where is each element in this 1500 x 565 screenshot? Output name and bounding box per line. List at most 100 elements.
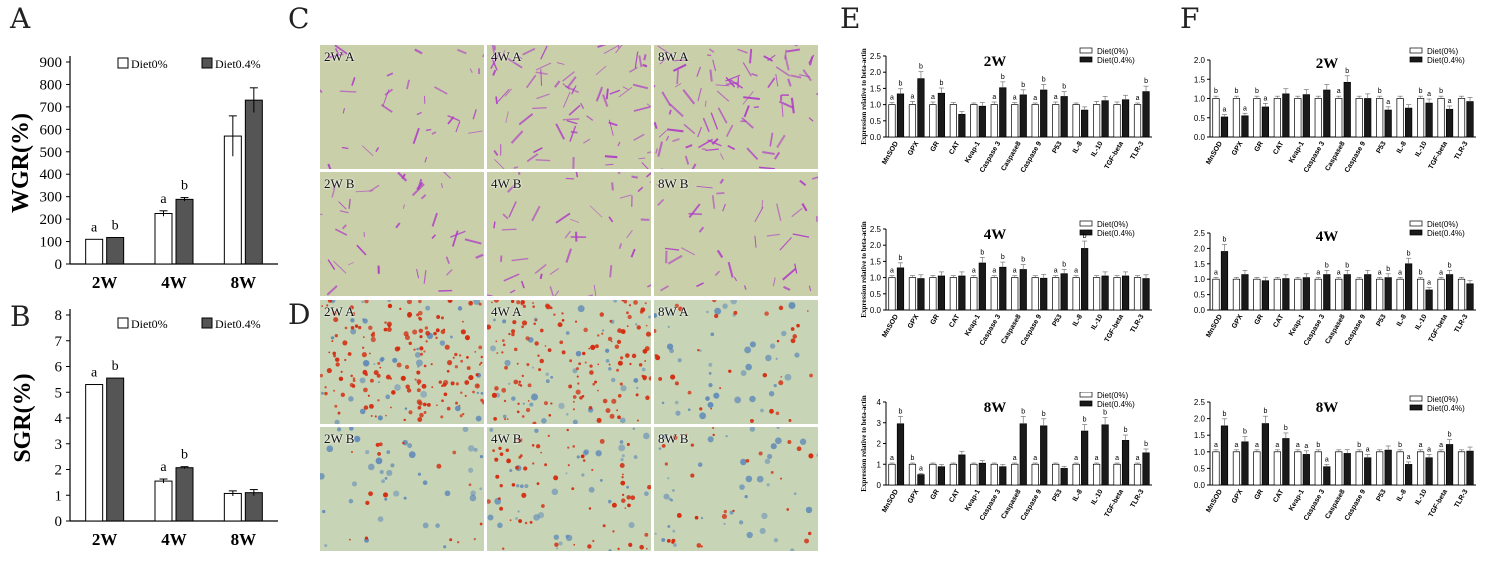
- bar: [1241, 115, 1249, 138]
- bar: [1416, 278, 1425, 311]
- bar: [1343, 81, 1351, 138]
- stain-strand: [455, 121, 461, 133]
- stain-nucleus: [365, 449, 370, 455]
- stain-nucleus: [710, 332, 715, 337]
- stain-strand: [794, 263, 798, 274]
- significance-letter: b: [1243, 429, 1247, 436]
- stain-nucleus: [581, 473, 585, 477]
- stain-nucleus: [745, 363, 752, 371]
- lipid-droplet: [594, 380, 597, 384]
- lipid-droplet: [540, 451, 542, 454]
- stain-strand: [696, 66, 702, 77]
- chart-e-8w: 0 1 2 3 4 Expression relative to beta-actin 8W…: [860, 392, 1152, 522]
- stain-strand: [509, 289, 516, 294]
- y-tick-label: 600: [40, 122, 63, 138]
- y-tick-label: 1.0: [1194, 275, 1206, 284]
- y-tick-label: 2: [877, 440, 882, 449]
- lipid-droplet: [418, 401, 423, 406]
- stain-strand: [395, 222, 401, 229]
- lipid-droplet: [758, 451, 763, 456]
- lipid-droplet: [712, 427, 715, 430]
- stain-nucleus: [322, 509, 326, 514]
- lipid-droplet: [423, 350, 426, 353]
- stain-nucleus: [408, 451, 416, 459]
- stain-nucleus: [444, 490, 451, 497]
- stain-strand: [402, 204, 405, 209]
- bar: [1376, 451, 1384, 486]
- bar: [1466, 450, 1474, 486]
- x-tick-label: IL-10: [1090, 313, 1104, 331]
- y-tick-label: 2.0: [870, 241, 882, 250]
- stain-nucleus: [377, 381, 381, 384]
- lipid-droplet: [636, 325, 641, 330]
- lipid-droplet: [588, 347, 591, 350]
- bar: [978, 105, 986, 138]
- stain-strand: [725, 76, 736, 88]
- lipid-droplet: [510, 329, 516, 334]
- stain-nucleus: [756, 475, 764, 483]
- significance-letter: a: [972, 268, 976, 275]
- lipid-droplet: [621, 493, 625, 496]
- bar: [1396, 451, 1404, 486]
- stain-strand: [772, 277, 776, 287]
- lipid-droplet: [361, 352, 367, 358]
- lipid-droplet: [499, 452, 504, 456]
- lipid-droplet: [690, 443, 695, 447]
- stain-strand: [534, 263, 547, 274]
- stain-strand: [482, 53, 484, 58]
- stain-nucleus: [699, 349, 702, 352]
- stain-strand: [710, 112, 719, 130]
- stain-strand: [665, 135, 670, 142]
- lipid-droplet: [320, 373, 324, 378]
- stain-strand: [341, 224, 347, 230]
- stain-strand: [682, 89, 696, 105]
- stain-strand: [808, 117, 814, 122]
- y-tick-label: 2.5: [870, 225, 882, 234]
- panel-label-a: A: [10, 2, 31, 35]
- stain-nucleus: [349, 427, 354, 431]
- stain-strand: [491, 57, 498, 71]
- legend-swatch: [1079, 56, 1093, 63]
- lipid-droplet: [426, 402, 431, 407]
- lipid-droplet: [521, 374, 525, 378]
- bar: [929, 463, 937, 486]
- stain-strand: [737, 48, 748, 54]
- lipid-droplet: [723, 509, 727, 514]
- bar: [937, 275, 946, 311]
- stain-strand: [643, 54, 647, 61]
- lipid-droplet: [524, 521, 528, 525]
- lipid-droplet: [694, 515, 699, 520]
- lipid-droplet: [478, 302, 482, 306]
- lipid-droplet: [504, 365, 508, 370]
- stain-strand: [375, 147, 380, 152]
- stain-strand: [568, 104, 581, 116]
- bar: [1019, 94, 1027, 138]
- bar: [990, 104, 998, 138]
- significance-letter: a: [1013, 95, 1017, 102]
- stain-strand: [776, 203, 782, 221]
- bar: [1019, 269, 1027, 311]
- lipid-droplet: [644, 302, 647, 305]
- tissue-texture: [654, 427, 818, 551]
- stain-nucleus: [480, 392, 484, 395]
- x-tick-label: IL-8: [1072, 313, 1084, 327]
- bar: [1343, 274, 1351, 311]
- stain-strand: [502, 213, 509, 220]
- stain-strand: [799, 74, 811, 78]
- y-tick-label: 2.5: [1194, 229, 1206, 238]
- x-tick-label: 2W: [92, 530, 118, 549]
- stain-strand: [556, 62, 565, 65]
- y-tick-label: 0.5: [870, 290, 882, 299]
- bar: [1405, 464, 1413, 486]
- lipid-droplet: [696, 543, 702, 548]
- lipid-droplet: [466, 366, 471, 370]
- lipid-droplet: [517, 437, 523, 443]
- lipid-droplet: [379, 366, 382, 369]
- stain-strand: [763, 55, 774, 62]
- lipid-droplet: [431, 386, 434, 388]
- lipid-droplet: [419, 346, 424, 351]
- lipid-droplet: [406, 388, 412, 393]
- x-tick-label: Caspase 3: [1303, 313, 1326, 347]
- tissue-texture: [320, 300, 484, 424]
